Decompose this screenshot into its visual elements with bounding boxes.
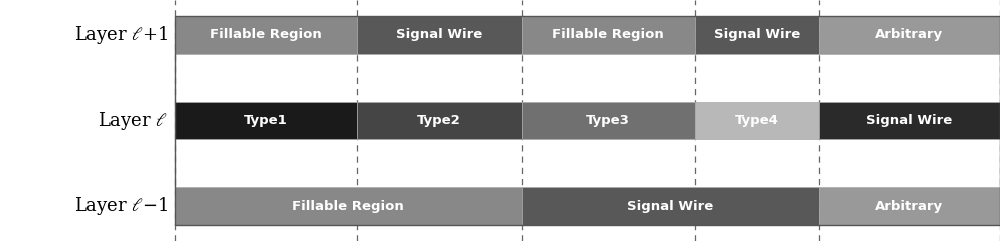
Bar	[175, 16, 356, 54]
Text: Signal Wire: Signal Wire	[627, 200, 713, 213]
Bar	[175, 16, 1000, 225]
Text: Type3: Type3	[586, 114, 630, 127]
Text: Arbitrary: Arbitrary	[875, 200, 943, 213]
Text: Fillable Region: Fillable Region	[210, 28, 322, 41]
Bar	[522, 102, 695, 139]
Text: Layer $\ell$: Layer $\ell$	[98, 109, 168, 132]
Text: Signal Wire: Signal Wire	[396, 28, 482, 41]
Text: Signal Wire: Signal Wire	[714, 28, 800, 41]
Bar	[818, 16, 1000, 54]
Text: Type4: Type4	[735, 114, 779, 127]
Bar	[175, 102, 356, 139]
Bar	[818, 187, 1000, 225]
Text: Fillable Region: Fillable Region	[552, 28, 664, 41]
Text: Type2: Type2	[417, 114, 461, 127]
Bar	[522, 187, 818, 225]
Bar	[818, 102, 1000, 139]
Text: Type1: Type1	[244, 114, 288, 127]
Bar	[695, 102, 818, 139]
Bar	[695, 16, 818, 54]
Bar	[175, 187, 522, 225]
Text: Arbitrary: Arbitrary	[875, 28, 943, 41]
Text: Layer $\ell$+1: Layer $\ell$+1	[74, 24, 168, 46]
Bar	[356, 102, 522, 139]
Text: Fillable Region: Fillable Region	[292, 200, 404, 213]
Text: Layer $\ell$−1: Layer $\ell$−1	[74, 195, 168, 217]
Bar	[522, 16, 695, 54]
Text: Signal Wire: Signal Wire	[866, 114, 952, 127]
Bar	[356, 16, 522, 54]
